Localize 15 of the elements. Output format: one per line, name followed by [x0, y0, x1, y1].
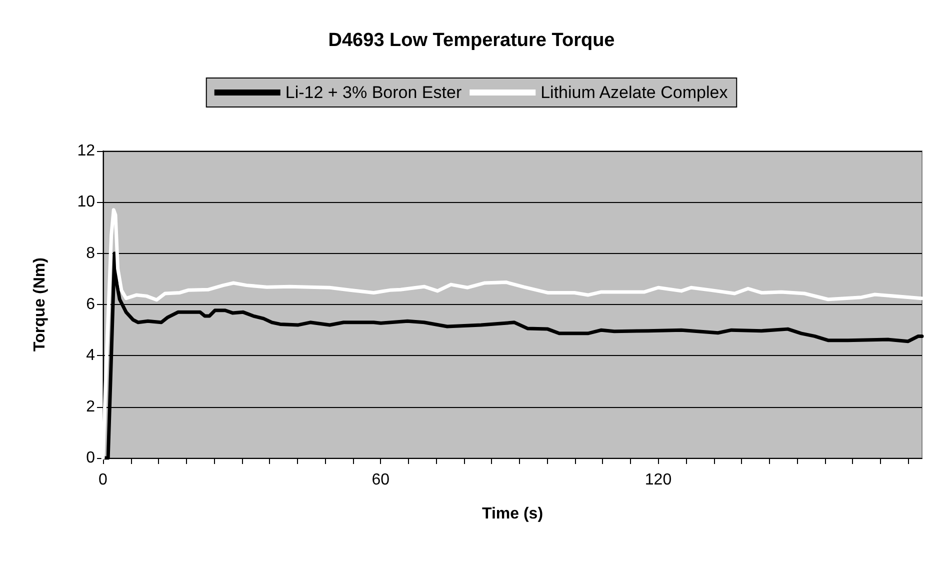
- y-tick-label: 10: [77, 194, 96, 211]
- chart-title: D4693 Low Temperature Torque: [328, 30, 615, 51]
- y-tick-label: 2: [86, 398, 96, 416]
- x-tick-label: 120: [644, 472, 672, 488]
- y-tick-label: 6: [86, 296, 96, 313]
- x-tick-label: 0: [98, 472, 108, 488]
- y-axis-title: Torque (Nm): [32, 258, 48, 352]
- legend-label: Li-12 + 3% Boron Ester: [285, 83, 462, 102]
- y-tick-label: 12: [77, 142, 96, 160]
- x-tick-label: 60: [372, 472, 390, 488]
- x-axis-title: Time (s): [482, 506, 544, 522]
- y-tick-label: 4: [86, 347, 96, 364]
- y-tick-label: 8: [86, 244, 96, 262]
- legend-label: Lithium Azelate Complex: [540, 83, 728, 102]
- y-tick-label: 0: [86, 450, 96, 466]
